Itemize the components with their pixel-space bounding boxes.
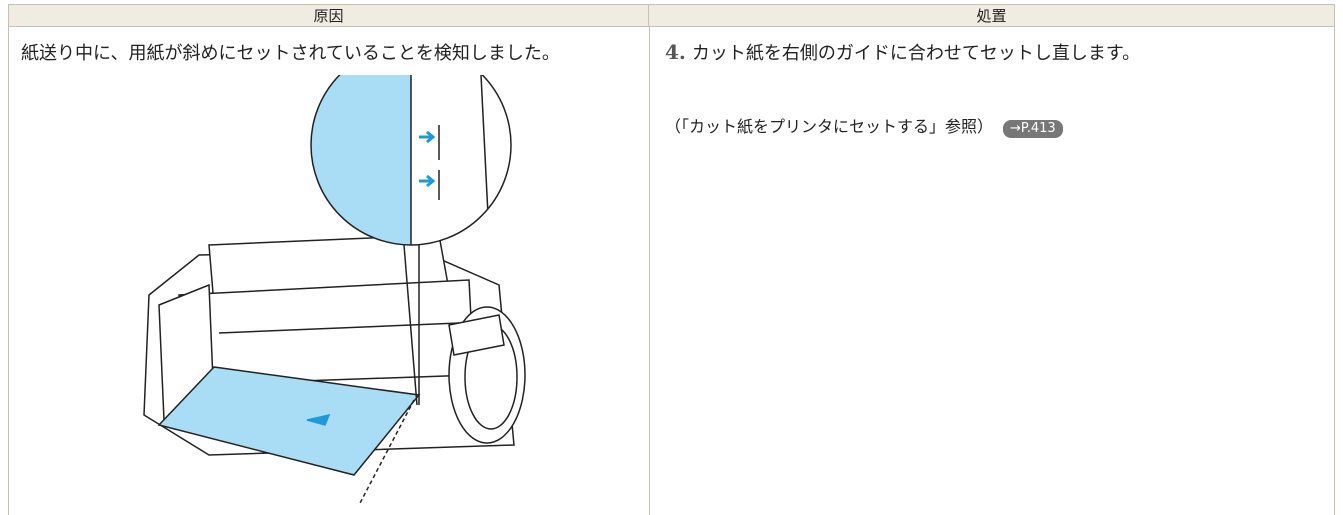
reference-text: （「カット紙をプリンタにセットする」参照）: [665, 117, 994, 136]
illustration: [143, 75, 526, 506]
header-cell: 原因: [9, 5, 649, 27]
step: 4. カット紙を右側のガイドに合わせてセットし直します。: [665, 39, 1140, 65]
column-divider: [649, 27, 650, 515]
table: 原因 処置 紙送り中に、用紙が斜めにセットされていることを検知しました。 4. カ…: [8, 4, 1335, 515]
header-cell: 処置: [649, 5, 1334, 27]
step-text: カット紙を右側のガイドに合わせてセットし直します。: [691, 43, 1141, 64]
cause-text: 紙送り中に、用紙が斜めにセットされていることを検知しました。: [21, 43, 560, 64]
page-link[interactable]: →P.413: [1003, 120, 1063, 138]
step-number: 4.: [665, 40, 686, 64]
reference: （「カット紙をプリンタにセットする」参照） →P.413: [665, 113, 1063, 138]
